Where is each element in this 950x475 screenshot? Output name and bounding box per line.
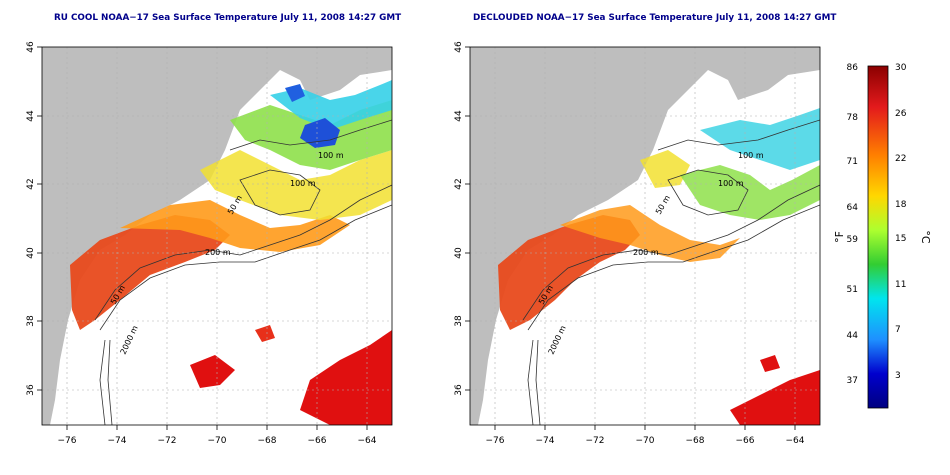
sst-blue-patch xyxy=(300,118,340,148)
contour-label: 100 m xyxy=(290,179,316,188)
lon-tick-label: −76 xyxy=(58,436,77,446)
sst-green-gulf xyxy=(680,165,820,220)
bathymetry-contours xyxy=(522,119,820,425)
celsius-tick: 22 xyxy=(895,154,906,164)
lon-tick-label: −72 xyxy=(586,436,605,446)
sst-yellow-patch xyxy=(640,150,690,188)
celsius-tick: 30 xyxy=(895,63,907,73)
sst-red-patch xyxy=(760,355,780,372)
lat-lon-grid xyxy=(42,47,392,425)
right-map-title: DECLOUDED NOAA−17 Sea Surface Temperatur… xyxy=(473,13,837,23)
contour-label: 200 m xyxy=(633,248,659,257)
left-lat-tick-labels: 36 38 40 42 44 46 xyxy=(26,41,36,396)
contour-label: 200 m xyxy=(205,248,231,257)
fahrenheit-tick: 37 xyxy=(847,376,858,386)
contour-label: 100 m xyxy=(718,179,744,188)
lat-tick-label: 44 xyxy=(454,110,464,122)
lon-tick-label: −74 xyxy=(108,436,127,446)
fahrenheit-tick: 71 xyxy=(847,157,858,167)
fahrenheit-tick: 44 xyxy=(847,331,859,341)
lon-tick-label: −64 xyxy=(786,436,805,446)
lon-tick-label: −74 xyxy=(536,436,555,446)
celsius-unit-label: °C xyxy=(919,230,932,244)
right-lon-tick-labels: −76 −74 −72 −70 −68 −66 −64 xyxy=(486,436,805,446)
lon-tick-label: −70 xyxy=(208,436,227,446)
fahrenheit-tick: 51 xyxy=(847,285,858,295)
lat-tick-label: 38 xyxy=(26,315,36,327)
lon-tick-label: −66 xyxy=(736,436,755,446)
lat-tick-label: 46 xyxy=(454,41,464,53)
celsius-tick: 18 xyxy=(895,200,907,210)
colorbar: 86 78 71 64 59 51 44 37 30 26 22 18 15 1… xyxy=(833,63,932,409)
contour-label: 100 m xyxy=(318,151,344,160)
sst-red-offshore xyxy=(730,370,820,425)
land-mass xyxy=(42,47,392,425)
contour-label: 100 m xyxy=(738,151,764,160)
celsius-tick: 15 xyxy=(895,234,906,244)
lat-tick-label: 44 xyxy=(26,110,36,122)
right-map-panel: 100 m 100 m 200 m 50 m 2000 m 50 m −76 −… xyxy=(454,41,821,446)
lon-tick-label: −66 xyxy=(308,436,327,446)
left-map-title: RU COOL NOAA−17 Sea Surface Temperature … xyxy=(54,13,402,23)
celsius-tick: 3 xyxy=(895,371,901,381)
sst-red-patch xyxy=(190,355,235,388)
sst-blue-patch-2 xyxy=(285,84,305,102)
celsius-tick-labels: 30 26 22 18 15 11 7 3 xyxy=(895,63,907,381)
celsius-tick: 11 xyxy=(895,280,906,290)
lon-tick-label: −72 xyxy=(158,436,177,446)
sst-yellow-gulf xyxy=(200,150,392,220)
lat-lon-grid xyxy=(470,47,820,425)
fahrenheit-unit-label: °F xyxy=(833,231,846,243)
sst-red-patch-small xyxy=(255,325,275,342)
fahrenheit-tick: 59 xyxy=(847,235,859,245)
right-lat-tick-labels: 36 38 40 42 44 46 xyxy=(454,41,464,396)
lon-tick-label: −68 xyxy=(686,436,705,446)
right-axis-ticks xyxy=(465,46,796,430)
lon-tick-label: −64 xyxy=(358,436,377,446)
lon-tick-label: −70 xyxy=(636,436,655,446)
lat-tick-label: 42 xyxy=(454,178,464,189)
sst-warm-coastal xyxy=(498,215,640,330)
lat-tick-label: 40 xyxy=(454,247,464,259)
celsius-tick: 7 xyxy=(895,325,901,335)
lat-tick-label: 36 xyxy=(26,384,36,396)
sst-warm-coastal xyxy=(70,215,230,330)
fahrenheit-tick: 86 xyxy=(847,63,859,73)
lat-tick-label: 42 xyxy=(26,178,36,189)
left-lon-tick-labels: −76 −74 −72 −70 −68 −66 −64 xyxy=(58,436,377,446)
fahrenheit-tick: 78 xyxy=(847,113,859,123)
celsius-tick: 26 xyxy=(895,109,907,119)
fahrenheit-tick: 64 xyxy=(847,203,859,213)
lat-tick-label: 38 xyxy=(454,315,464,327)
land-mass xyxy=(470,47,820,425)
colorbar-strip xyxy=(867,65,889,409)
lon-tick-label: −68 xyxy=(258,436,277,446)
fahrenheit-tick-labels: 86 78 71 64 59 51 44 37 xyxy=(847,63,859,386)
lon-tick-label: −76 xyxy=(486,436,505,446)
left-map-panel: 100 m 100 m 200 m 50 m 2000 m 50 m −76 −… xyxy=(26,41,393,446)
sst-orange-band xyxy=(120,200,350,252)
left-axis-ticks xyxy=(37,46,368,430)
lat-tick-label: 36 xyxy=(454,384,464,396)
lat-tick-label: 40 xyxy=(26,247,36,259)
bathymetry-contours xyxy=(94,119,392,425)
sst-red-offshore xyxy=(300,330,392,425)
lat-tick-label: 46 xyxy=(26,41,36,53)
